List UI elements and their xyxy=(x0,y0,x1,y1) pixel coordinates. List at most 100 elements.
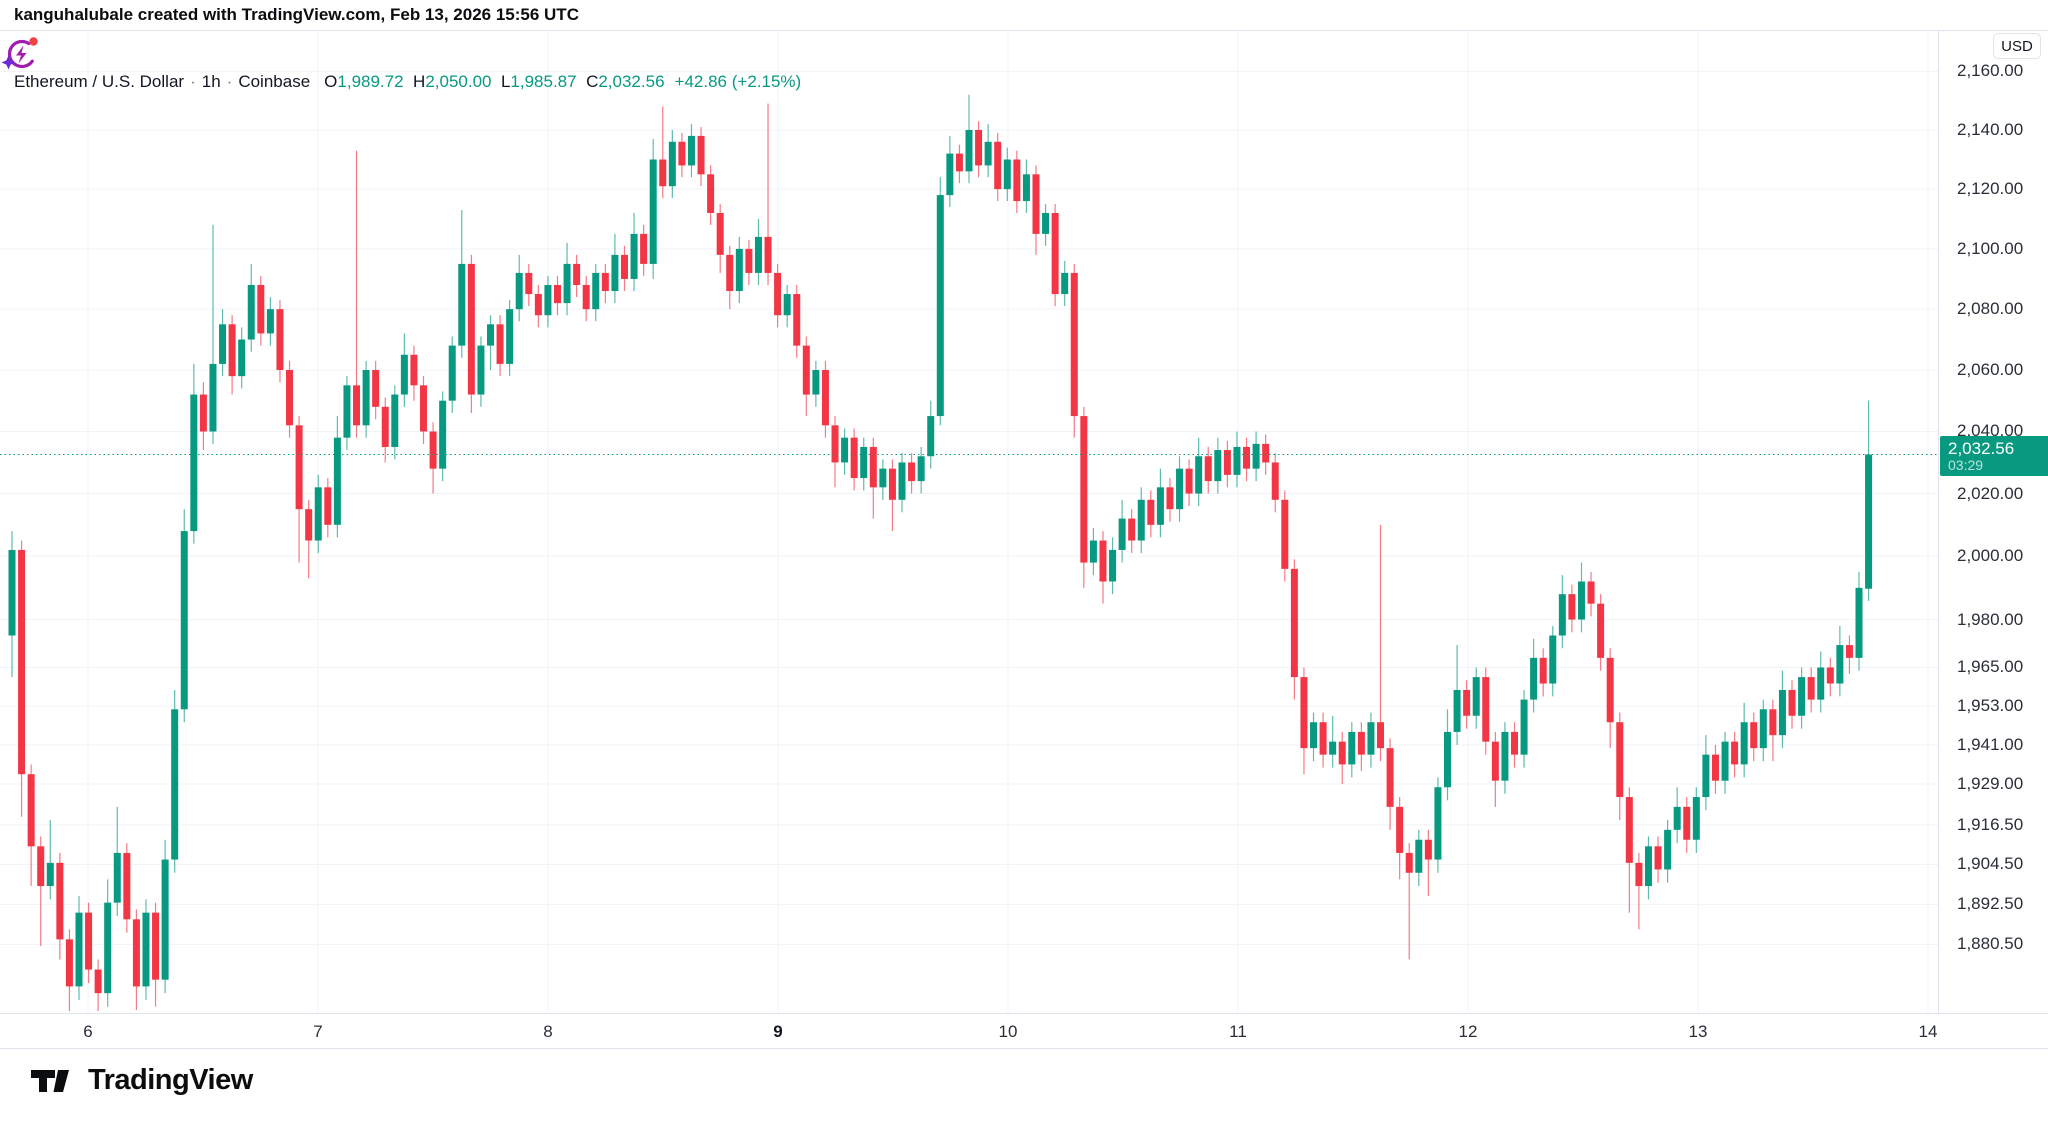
time-tick-label[interactable]: 13 xyxy=(1688,1022,1708,1041)
candle-body xyxy=(1051,212,1059,295)
candle-body xyxy=(429,431,437,469)
time-tick-label[interactable]: 11 xyxy=(1229,1022,1247,1041)
time-tick-label[interactable]: 12 xyxy=(1458,1022,1478,1041)
candle xyxy=(1530,638,1538,713)
candle xyxy=(774,263,782,328)
candle xyxy=(1099,531,1107,604)
chart-pane[interactable]: Ethereum / U.S. Dollar · 1h · Coinbase O1,989… xyxy=(0,31,1938,1013)
candle-body xyxy=(324,487,332,525)
candle xyxy=(802,336,810,417)
candle xyxy=(936,177,944,426)
close-key: C xyxy=(586,72,599,91)
candle xyxy=(257,275,265,346)
time-tick-label[interactable]: 8 xyxy=(543,1022,553,1041)
candle xyxy=(1740,702,1748,778)
red-dot xyxy=(29,37,38,46)
candle-body xyxy=(668,141,676,187)
time-tick-label[interactable]: 14 xyxy=(1918,1022,1938,1041)
time-tick-label[interactable]: 9 xyxy=(773,1022,783,1041)
candle xyxy=(56,852,64,960)
open-value: 1,989.72 xyxy=(337,72,404,91)
candle xyxy=(1367,712,1375,768)
candle xyxy=(324,477,332,538)
candle xyxy=(582,275,590,322)
candle xyxy=(898,453,906,513)
price-tick-label: 1,953.00 xyxy=(1957,696,2024,716)
candle xyxy=(1692,787,1700,853)
symbol-title[interactable]: Ethereum / U.S. Dollar xyxy=(14,72,185,91)
time-tick-label[interactable]: 6 xyxy=(83,1022,93,1041)
candle-body xyxy=(1673,806,1681,830)
candle xyxy=(678,132,686,178)
candle-body xyxy=(975,130,983,166)
candle xyxy=(927,400,935,469)
candle-body xyxy=(1597,603,1605,658)
candle-body xyxy=(955,153,963,172)
candle xyxy=(1664,819,1672,883)
candle-body xyxy=(745,248,753,273)
candle xyxy=(573,254,581,298)
candle-body xyxy=(219,324,227,364)
candle-body xyxy=(1501,731,1509,781)
candle xyxy=(1233,431,1241,488)
time-axis[interactable]: 6 7 8 9 10 11 12 13 14 xyxy=(0,1013,2048,1049)
candle-body xyxy=(888,468,896,500)
time-tick-label[interactable]: 7 xyxy=(313,1022,323,1041)
candle-body xyxy=(620,254,628,279)
candle-body xyxy=(1386,748,1394,807)
candle-body xyxy=(1491,741,1499,781)
candle-body xyxy=(908,462,916,482)
candle xyxy=(1214,437,1222,494)
time-tick-label[interactable]: 10 xyxy=(998,1022,1018,1041)
candle xyxy=(994,132,1002,202)
candle xyxy=(161,839,169,994)
candle xyxy=(1568,584,1576,633)
candle-body xyxy=(18,549,26,775)
candle-body xyxy=(94,969,102,994)
candle-body xyxy=(534,294,542,316)
candle-body xyxy=(27,774,35,847)
candle xyxy=(917,446,925,494)
exchange-label[interactable]: Coinbase xyxy=(238,72,311,91)
candle-body xyxy=(1798,677,1806,716)
candle-body xyxy=(305,509,313,541)
candle xyxy=(1865,400,1873,601)
interval-label[interactable]: 1h xyxy=(201,72,221,91)
candle xyxy=(955,144,963,184)
candle-body xyxy=(113,852,121,903)
candle xyxy=(1453,645,1461,745)
candle xyxy=(142,899,150,1000)
candle-body xyxy=(1826,667,1834,684)
currency-toggle-button[interactable]: USD xyxy=(1993,33,2041,59)
candle-body xyxy=(276,309,284,371)
candle-body xyxy=(1214,450,1222,482)
candle-body xyxy=(1070,272,1078,417)
candle-body xyxy=(927,416,935,457)
candle xyxy=(1616,712,1624,820)
candle xyxy=(1711,744,1719,794)
candlestick-chart[interactable] xyxy=(0,31,1938,1013)
candle xyxy=(1855,572,1863,671)
candle-body xyxy=(1118,518,1126,550)
candle xyxy=(1061,260,1069,307)
symbol-legend[interactable]: Ethereum / U.S. Dollar · 1h · Coinbase O1,989… xyxy=(14,72,801,92)
candle-body xyxy=(1444,731,1451,788)
refresh-lightning-icon[interactable] xyxy=(0,31,44,75)
candle-body xyxy=(802,345,810,395)
candle-body xyxy=(841,437,849,463)
candle-body xyxy=(1683,806,1691,840)
candle xyxy=(1826,657,1834,697)
candle-body xyxy=(726,254,734,292)
candle xyxy=(1606,648,1614,749)
candle xyxy=(75,895,83,1000)
candle xyxy=(1424,829,1432,896)
candle xyxy=(630,212,638,292)
candle xyxy=(726,245,734,310)
candle-body xyxy=(1061,272,1069,295)
candle-body xyxy=(1377,722,1385,749)
candle-body xyxy=(1788,689,1796,716)
price-tick-label: 2,020.00 xyxy=(1957,483,2024,503)
price-axis[interactable]: USD 2,160.00 2,140.00 2,120.00 2,100.00 2,08… xyxy=(1938,31,2048,1013)
candle xyxy=(238,327,246,389)
